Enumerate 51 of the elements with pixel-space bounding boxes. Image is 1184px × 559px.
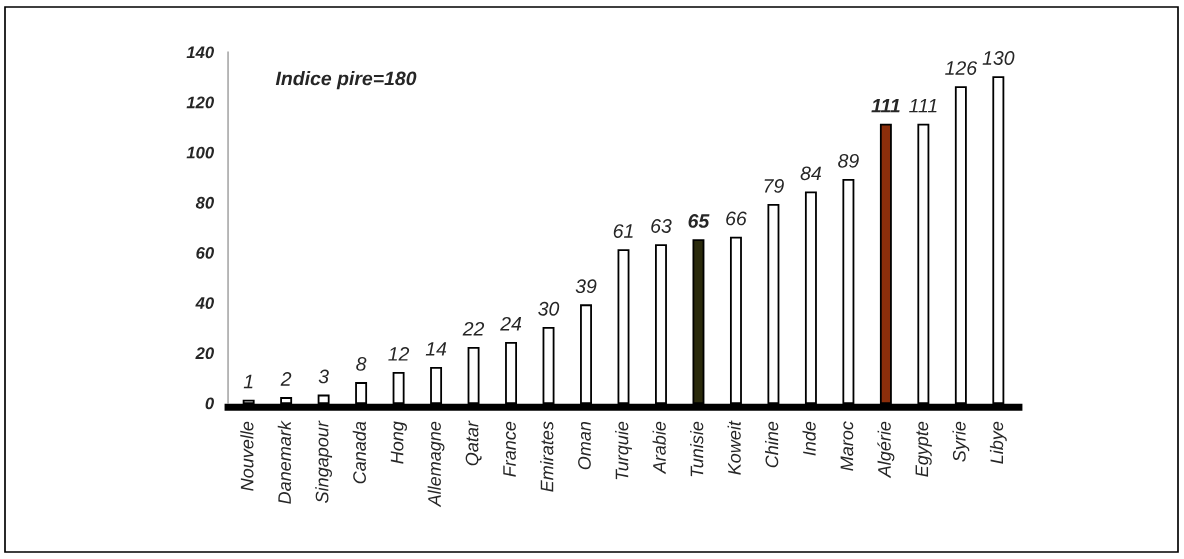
x-tick-label: Egypte [915,421,932,477]
x-tick-label: Chine [765,421,779,468]
x-tick-label: Oman [578,421,591,470]
data-label: 61 [613,224,633,238]
data-label: 89 [838,153,859,168]
y-tick-label: 60 [196,246,214,259]
data-label: 24 [500,316,522,331]
x-tick-label: Turquie [615,421,632,480]
data-label: 2 [280,372,292,386]
x-tick-label: Danemark [277,420,291,504]
x-tick-label: Maroc [840,421,854,471]
data-label: 12 [388,347,410,361]
y-tick-label: 80 [195,196,214,209]
x-tick-label: Arabie [652,421,666,475]
y-tick-label: 140 [186,46,214,59]
data-label: 30 [538,301,560,316]
y-tick-label: 40 [195,297,214,309]
x-tick-label: Koweit [727,420,741,475]
data-label: 22 [462,321,485,336]
x-tick-label: Syrie [952,421,970,462]
x-tick-label: Algérie [877,421,895,479]
data-label: 39 [575,279,597,294]
x-tick-label: Qatar [465,420,482,466]
y-tick-label: 120 [186,96,214,109]
x-tick-label: Singapour [315,420,333,503]
x-tick-label: Allemagne [427,421,445,508]
y-tick-label: 20 [195,347,214,360]
data-label: 111 [871,98,900,113]
annotation: Indice pire=180 [275,71,417,90]
data-label: 63 [651,219,672,233]
y-tick-label: 100 [186,146,214,159]
x-tick-label: Inde [802,421,816,456]
data-label: 111 [909,98,937,113]
data-label: 8 [356,357,367,371]
data-label: 79 [764,179,784,193]
data-label: 3 [318,369,329,384]
data-label: 130 [982,51,1015,65]
x-tick-label: Tunisie [690,421,704,477]
x-tick-label: France [503,421,516,477]
data-label: 65 [688,214,710,228]
data-label: 1 [243,374,253,389]
x-tick-label: Libye [989,421,1007,464]
x-tick-label: Nouvelle [240,421,254,491]
data-label: 126 [945,61,978,75]
x-tick-label: Canada [352,421,366,484]
data-label: 14 [425,342,447,356]
x-tick-label: Emirates [540,421,554,492]
x-tick-label: Hong [390,421,408,464]
y-tick-label: 0 [205,397,214,410]
data-label: 84 [800,166,821,181]
data-label: 66 [726,211,747,226]
